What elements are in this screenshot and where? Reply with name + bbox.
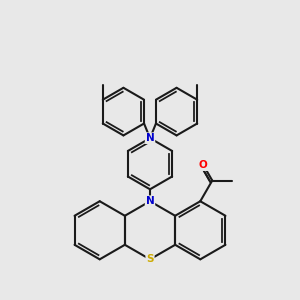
Text: N: N <box>146 133 154 143</box>
Text: N: N <box>146 196 154 206</box>
Text: O: O <box>199 160 208 170</box>
Text: S: S <box>146 254 154 264</box>
